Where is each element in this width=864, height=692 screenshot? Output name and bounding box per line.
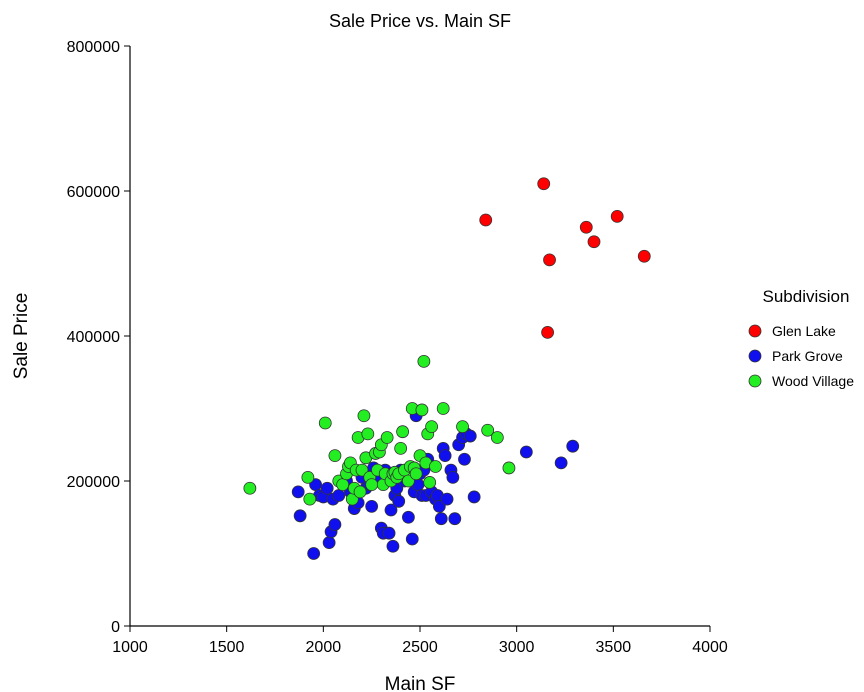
data-point — [418, 355, 430, 367]
data-point — [611, 210, 623, 222]
data-point — [491, 432, 503, 444]
data-point — [449, 513, 461, 525]
data-point — [416, 404, 428, 416]
data-point — [424, 476, 436, 488]
y-tick-label: 400000 — [67, 329, 120, 346]
data-point — [468, 491, 480, 503]
data-point — [292, 486, 304, 498]
data-point — [294, 510, 306, 522]
data-point — [441, 493, 453, 505]
data-point — [387, 540, 399, 552]
chart-title: Sale Price vs. Main SF — [329, 11, 511, 31]
legend-label: Wood Village — [772, 373, 854, 389]
data-point — [458, 453, 470, 465]
x-axis-title: Main SF — [385, 674, 456, 692]
legend-marker — [749, 350, 761, 362]
data-point — [337, 479, 349, 491]
y-axis-title: Sale Price — [11, 293, 32, 380]
data-point — [429, 461, 441, 473]
x-tick-label: 2000 — [306, 639, 342, 656]
x-tick-label: 2500 — [402, 639, 438, 656]
data-point — [362, 428, 374, 440]
x-tick-label: 4000 — [692, 639, 728, 656]
data-point — [329, 519, 341, 531]
data-point — [383, 527, 395, 539]
data-point — [544, 254, 556, 266]
data-point — [333, 490, 345, 502]
data-point — [580, 221, 592, 233]
data-point — [395, 442, 407, 454]
legend-label: Glen Lake — [772, 323, 836, 339]
data-point — [402, 511, 414, 523]
y-tick-label: 0 — [111, 619, 120, 636]
data-point — [358, 410, 370, 422]
data-point — [393, 495, 405, 507]
data-point — [406, 533, 418, 545]
x-tick-label: 1500 — [209, 639, 245, 656]
data-point — [437, 403, 449, 415]
data-point — [435, 513, 447, 525]
legend-marker — [749, 325, 761, 337]
data-point — [354, 486, 366, 498]
x-tick-label: 3000 — [499, 639, 535, 656]
data-point — [542, 326, 554, 338]
data-point — [480, 214, 492, 226]
data-point — [308, 548, 320, 560]
data-point — [426, 421, 438, 433]
data-point — [567, 440, 579, 452]
data-point — [638, 250, 650, 262]
data-point — [439, 450, 451, 462]
data-point — [397, 426, 409, 438]
legend-title: Subdivision — [763, 287, 850, 306]
legend-label: Park Grove — [772, 348, 843, 364]
axis-ticks: 1000 1500 2000 2500 3000 3500 4000 0 200000 40000… — [67, 39, 728, 656]
y-tick-label: 600000 — [67, 184, 120, 201]
data-point — [503, 462, 515, 474]
data-point — [457, 421, 469, 433]
data-point — [244, 482, 256, 494]
data-point — [323, 537, 335, 549]
data-point — [447, 471, 459, 483]
series-glen-lake — [480, 178, 651, 339]
data-point — [302, 471, 314, 483]
data-point — [555, 457, 567, 469]
data-point — [366, 479, 378, 491]
data-point — [319, 417, 331, 429]
legend-marker — [749, 375, 761, 387]
x-tick-label: 1000 — [112, 639, 148, 656]
data-points — [244, 178, 650, 560]
data-point — [321, 482, 333, 494]
data-point — [329, 450, 341, 462]
legend: Subdivision Glen Lake Park Grove Wood Vill… — [749, 287, 854, 389]
data-point — [366, 500, 378, 512]
data-point — [588, 236, 600, 248]
x-tick-label: 3500 — [596, 639, 632, 656]
data-point — [520, 446, 532, 458]
data-point — [381, 432, 393, 444]
data-point — [304, 493, 316, 505]
series-wood-village — [244, 355, 515, 505]
y-tick-label: 800000 — [67, 39, 120, 56]
data-point — [538, 178, 550, 190]
y-tick-label: 200000 — [67, 474, 120, 491]
data-point — [410, 468, 422, 480]
